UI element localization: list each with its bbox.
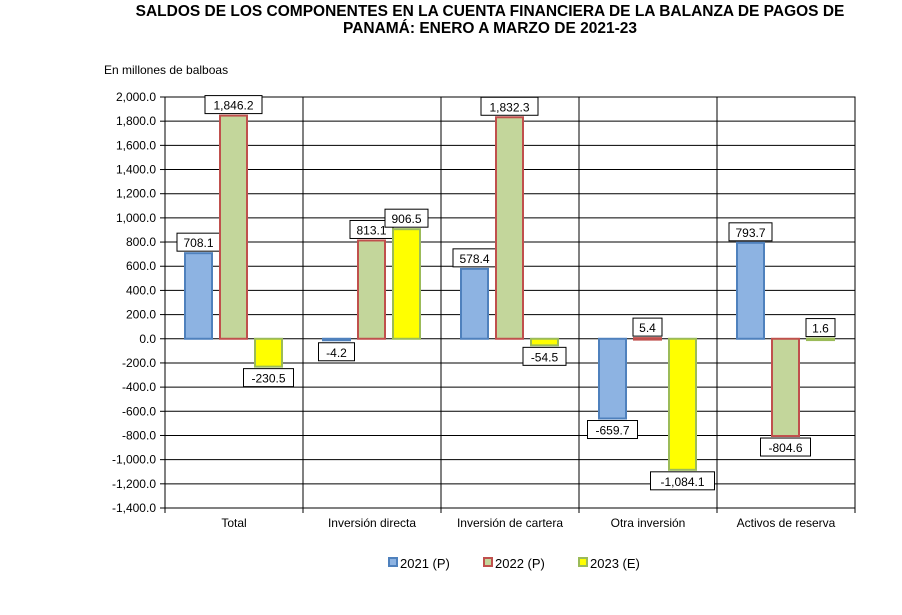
- x-tick-label: Inversión de cartera: [457, 516, 563, 530]
- bar: [322, 337, 351, 342]
- bar: [633, 337, 662, 341]
- y-tick-label: -200.0: [122, 356, 156, 370]
- y-axis-label: En millones de balboas: [104, 63, 229, 77]
- data-label: 708.1: [183, 236, 213, 250]
- data-label-box: [480, 96, 539, 116]
- data-label-box: [522, 346, 567, 366]
- bar: [219, 114, 248, 340]
- bar: [771, 337, 800, 438]
- x-tick-label: Otra inversión: [611, 516, 686, 530]
- y-tick-label: 1,000.0: [116, 211, 156, 225]
- bar: [460, 267, 489, 340]
- bar: [495, 116, 524, 340]
- bar: [736, 241, 765, 340]
- bar: [254, 337, 283, 368]
- y-tick-label: -800.0: [122, 428, 156, 442]
- bar: [598, 337, 627, 420]
- y-tick-label: 600.0: [126, 259, 156, 273]
- bar: [530, 337, 559, 347]
- y-tick-label: 200.0: [126, 308, 156, 322]
- data-label-box: [650, 471, 715, 491]
- x-tick-label: Inversión directa: [328, 516, 416, 530]
- y-tick-label: 1,800.0: [116, 114, 156, 128]
- data-label: -4.2: [326, 346, 347, 360]
- data-label: 793.7: [735, 226, 765, 240]
- bar: [806, 337, 835, 342]
- data-label: 906.5: [391, 212, 421, 226]
- bar: [357, 239, 386, 340]
- y-tick-label: 1,600.0: [116, 138, 156, 152]
- y-tick-label: 0.0: [139, 332, 156, 346]
- data-label: 1.6: [812, 322, 829, 336]
- data-label: -1,084.1: [660, 475, 704, 489]
- y-tick-label: -1,400.0: [112, 501, 156, 515]
- data-label: 1,832.3: [489, 100, 529, 114]
- data-label-box: [384, 208, 429, 228]
- data-label: -659.7: [595, 424, 629, 438]
- data-label: -54.5: [531, 350, 559, 364]
- legend-swatch: [388, 557, 398, 567]
- y-tick-label: -1,200.0: [112, 477, 156, 491]
- data-label-box: [204, 95, 263, 115]
- data-label: 813.1: [356, 223, 386, 237]
- data-label: -230.5: [251, 372, 285, 386]
- data-label: 1,846.2: [213, 99, 253, 113]
- data-label-box: [243, 368, 294, 388]
- y-tick-label: 2,000.0: [116, 90, 156, 104]
- bar: [392, 228, 421, 340]
- data-label-box: [587, 420, 638, 440]
- bar: [668, 337, 697, 471]
- y-tick-label: 1,400.0: [116, 163, 156, 177]
- y-tick-label: -600.0: [122, 404, 156, 418]
- data-label-box: [728, 222, 773, 242]
- legend-label: 2023 (E): [590, 556, 640, 571]
- legend-label: 2022 (P): [495, 556, 545, 571]
- y-tick-label: 400.0: [126, 283, 156, 297]
- y-tick-label: 1,200.0: [116, 187, 156, 201]
- data-label: -804.6: [768, 441, 802, 455]
- data-label-box: [318, 342, 355, 362]
- bar: [184, 252, 213, 340]
- chart-title: SALDOS DE LOS COMPONENTES EN LA CUENTA F…: [135, 3, 845, 37]
- legend-label: 2021 (P): [400, 556, 450, 571]
- legend-swatch: [483, 557, 493, 567]
- x-tick-label: Activos de reserva: [737, 516, 836, 530]
- data-label-box: [760, 437, 811, 457]
- x-tick-label: Total: [221, 516, 246, 530]
- data-label: 578.4: [459, 252, 489, 266]
- data-label-box: [632, 317, 663, 337]
- y-tick-label: -400.0: [122, 380, 156, 394]
- y-tick-label: 800.0: [126, 235, 156, 249]
- legend-swatch: [578, 557, 588, 567]
- data-label: 5.4: [639, 321, 656, 335]
- y-tick-label: -1,000.0: [112, 453, 156, 467]
- data-label-box: [805, 318, 836, 338]
